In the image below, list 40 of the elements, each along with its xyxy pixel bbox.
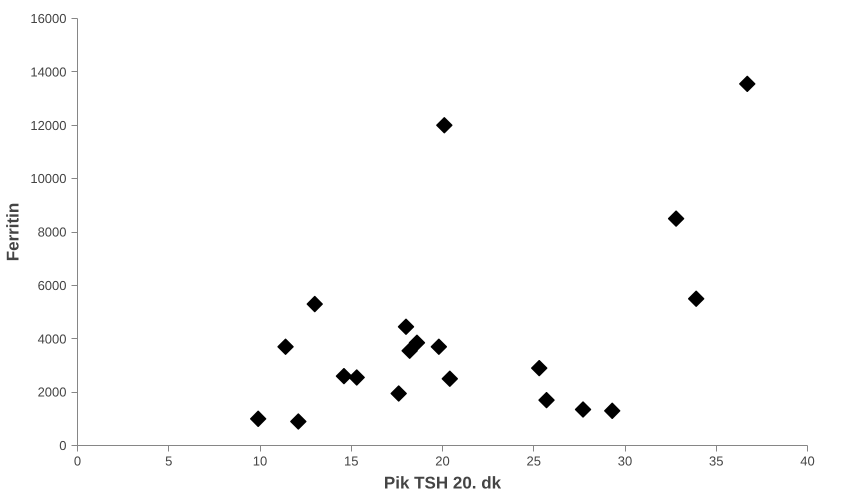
x-tick-label: 20 — [435, 454, 450, 468]
y-tick-label: 10000 — [30, 171, 67, 186]
x-tick-label: 0 — [74, 454, 82, 468]
point — [398, 318, 414, 336]
point — [390, 385, 407, 402]
point — [604, 402, 621, 420]
y-axis-title: Ferritin — [3, 202, 22, 262]
y-tick-label: 2000 — [38, 384, 66, 400]
y-tick-label: 16000 — [30, 11, 67, 26]
point — [306, 296, 324, 312]
x-tick-label: 10 — [252, 454, 268, 468]
y-tick-label: 0 — [59, 438, 67, 453]
x-tick-label: 30 — [618, 454, 632, 468]
point — [401, 342, 418, 360]
x-tick-label: 40 — [800, 454, 815, 468]
point — [336, 368, 352, 384]
point — [688, 290, 704, 307]
x-axis-title: Pik TSH 20. dk — [384, 474, 502, 492]
point — [348, 369, 366, 386]
point — [250, 410, 266, 428]
point — [277, 338, 294, 356]
y-tick-label: 12000 — [30, 118, 67, 133]
point — [436, 116, 453, 134]
y-tick-label: 14000 — [30, 64, 67, 80]
point — [530, 360, 548, 376]
y-tick-label: 4000 — [38, 331, 66, 346]
point — [290, 413, 307, 430]
point — [574, 401, 592, 418]
y-tick-label: 8000 — [38, 224, 66, 240]
point — [408, 334, 426, 352]
point — [738, 76, 756, 92]
x-tick-label: 35 — [709, 454, 724, 468]
point — [442, 370, 458, 388]
x-tick-label: 25 — [526, 454, 541, 468]
point — [668, 210, 684, 227]
y-tick-label: 6000 — [38, 278, 66, 293]
point — [538, 392, 555, 408]
x-tick-label: 5 — [165, 454, 172, 468]
point — [430, 338, 448, 356]
x-tick-label: 15 — [344, 454, 358, 468]
